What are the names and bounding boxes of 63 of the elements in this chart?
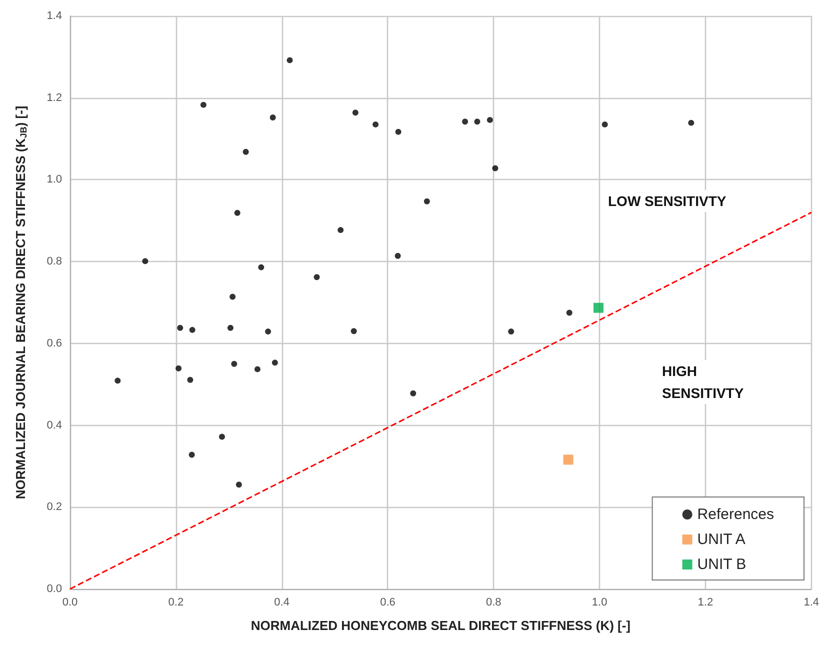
point xyxy=(474,118,480,125)
y-tick-label: 1.4 xyxy=(46,10,62,22)
x-tick-label: 1.4 xyxy=(804,596,820,608)
annotation: LOW SENSITIVTY xyxy=(608,193,727,209)
point xyxy=(394,252,401,259)
point xyxy=(176,365,182,372)
y-axis-title: NORMALIZED JOURNAL BEARING DIRECT STIFFNESS (KJB) [-] xyxy=(13,106,28,500)
y-tick-label: 0.8 xyxy=(46,256,62,268)
point xyxy=(462,118,468,125)
point xyxy=(272,360,278,366)
annotation: HIGH SENSITIVTY xyxy=(662,363,744,401)
point xyxy=(265,328,272,335)
point xyxy=(410,390,416,396)
point xyxy=(142,258,148,264)
point xyxy=(258,264,264,270)
point xyxy=(189,326,196,333)
x-tick-label: 0.0 xyxy=(62,596,78,608)
point xyxy=(218,434,225,440)
y-tick-label: 1.0 xyxy=(46,174,62,186)
point xyxy=(566,310,572,316)
point xyxy=(602,121,608,128)
legend-label: UNIT B xyxy=(697,556,746,573)
point xyxy=(177,324,184,331)
y-tick-label: 1.2 xyxy=(46,92,62,104)
y-tick-label: 0.0 xyxy=(46,583,62,595)
point xyxy=(352,110,358,116)
point xyxy=(231,360,238,367)
point xyxy=(114,378,121,384)
x-tick-label: 1.0 xyxy=(592,596,608,608)
point xyxy=(492,165,498,172)
point xyxy=(563,454,574,465)
x-tick-label: 0.8 xyxy=(486,596,502,608)
point xyxy=(314,274,320,280)
point xyxy=(395,128,402,135)
point xyxy=(508,328,514,335)
x-tick-label: 0.4 xyxy=(274,596,290,608)
point xyxy=(270,114,276,120)
point xyxy=(350,328,357,334)
point xyxy=(254,366,260,372)
point xyxy=(424,198,430,204)
point xyxy=(242,148,249,155)
legend-label: UNIT A xyxy=(697,531,746,548)
point xyxy=(187,376,194,383)
point xyxy=(200,102,206,108)
point xyxy=(486,116,493,123)
x-tick-label: 1.2 xyxy=(698,596,714,608)
point xyxy=(593,302,604,313)
point xyxy=(234,210,240,216)
point xyxy=(286,57,293,64)
point xyxy=(227,324,234,331)
point xyxy=(188,452,195,458)
y-tick-label: 0.4 xyxy=(46,419,62,432)
y-tick-label: 0.2 xyxy=(46,501,62,514)
x-tick-label: 0.2 xyxy=(168,596,184,608)
point xyxy=(688,120,694,126)
point xyxy=(236,482,242,488)
point xyxy=(338,227,344,234)
point xyxy=(372,121,379,128)
x-axis-title: NORMALIZED HONEYCOMB SEAL DIRECT STIFFNESS (K) [-] xyxy=(250,618,630,633)
y-tick-label: 0.6 xyxy=(46,337,62,350)
legend-label: References xyxy=(697,506,774,523)
x-tick-label: 0.6 xyxy=(380,596,396,608)
point xyxy=(230,294,236,300)
